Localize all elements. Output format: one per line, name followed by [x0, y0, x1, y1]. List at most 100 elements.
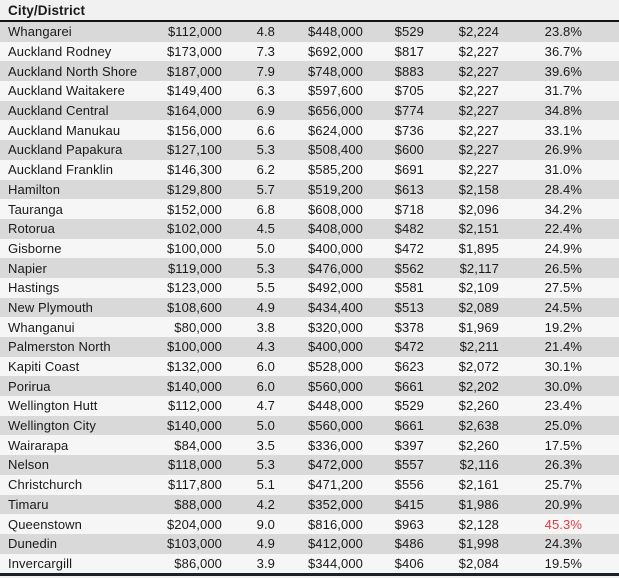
city-cell: Kapiti Coast [8, 359, 80, 375]
table-row: Christchurch $117,800 5.1 $471,200 $556 … [0, 474, 619, 495]
value3-cell: $691 [394, 162, 424, 178]
value1-cell: $112,000 [167, 398, 222, 414]
value3-cell: $562 [394, 260, 424, 276]
city-cell: Hamilton [8, 181, 61, 197]
value2-cell: $692,000 [307, 44, 363, 60]
value1-cell: $88,000 [174, 496, 222, 512]
value2-cell: $408,000 [307, 221, 363, 237]
table-row: Wellington Hutt $112,000 4.7 $448,000 $5… [0, 396, 619, 416]
rate-cell: 6.9 [256, 103, 275, 119]
value3-cell: $472 [394, 339, 424, 355]
city-cell: Porirua [8, 378, 51, 394]
value3-cell: $817 [394, 44, 424, 60]
percent-cell: 17.5% [544, 437, 582, 453]
table-row: Wairarapa $84,000 3.5 $336,000 $397 $2,2… [0, 435, 619, 456]
value2-cell: $400,000 [307, 240, 363, 256]
value2-cell: $585,200 [307, 162, 363, 178]
table-body: Whangarei $112,000 4.8 $448,000 $529 $2,… [0, 22, 619, 574]
value1-cell: $118,000 [167, 457, 222, 473]
percent-cell: 26.3% [544, 457, 582, 473]
rate-cell: 7.3 [256, 44, 275, 60]
value3-cell: $529 [394, 398, 424, 414]
value1-cell: $102,000 [166, 221, 222, 237]
value4-cell: $1,986 [458, 496, 499, 512]
value3-cell: $613 [394, 181, 424, 197]
table-row: Auckland Manukau $156,000 6.6 $624,000 $… [0, 120, 619, 141]
value2-cell: $448,000 [307, 24, 363, 40]
table-header-row: City/District [0, 0, 619, 22]
rate-cell: 3.9 [256, 555, 275, 571]
percent-cell: 26.5% [544, 260, 582, 276]
value3-cell: $581 [394, 280, 424, 296]
value3-cell: $661 [394, 378, 424, 394]
value2-cell: $476,000 [307, 260, 363, 276]
value4-cell: $2,227 [458, 103, 499, 119]
city-cell: Tauranga [8, 201, 64, 217]
table-row: Rotorua $102,000 4.5 $408,000 $482 $2,15… [0, 218, 619, 239]
value3-cell: $623 [394, 359, 424, 375]
percent-cell: 33.1% [544, 122, 582, 138]
city-cell: Whanganui [8, 319, 75, 335]
value4-cell: $2,117 [459, 260, 499, 276]
city-cell: Auckland Central [8, 103, 109, 119]
rate-cell: 6.0 [256, 359, 275, 375]
value3-cell: $472 [394, 240, 424, 256]
value2-cell: $472,000 [307, 457, 363, 473]
value4-cell: $2,224 [458, 24, 499, 40]
rate-cell: 4.5 [256, 221, 275, 237]
value1-cell: $156,000 [166, 122, 222, 138]
rate-cell: 6.3 [256, 83, 275, 99]
percent-cell: 22.4% [544, 221, 582, 237]
city-cell: Wellington Hutt [8, 398, 98, 414]
city-cell: Wellington City [8, 418, 96, 434]
value3-cell: $661 [394, 418, 424, 434]
city-cell: Timaru [8, 496, 49, 512]
value4-cell: $1,895 [458, 240, 499, 256]
value1-cell: $140,000 [166, 378, 222, 394]
rate-cell: 6.2 [256, 162, 275, 178]
value2-cell: $748,000 [307, 63, 363, 79]
value1-cell: $204,000 [166, 516, 222, 532]
value2-cell: $492,000 [307, 280, 363, 296]
value4-cell: $2,128 [458, 516, 499, 532]
table-row: Hamilton $129,800 5.7 $519,200 $613 $2,1… [0, 179, 619, 200]
rate-cell: 5.0 [256, 240, 275, 256]
percent-cell: 30.1% [544, 359, 582, 375]
value3-cell: $486 [394, 536, 424, 552]
value1-cell: $152,000 [166, 201, 222, 217]
value3-cell: $705 [394, 83, 424, 99]
value2-cell: $816,000 [307, 516, 363, 532]
table-row: Invercargill $86,000 3.9 $344,000 $406 $… [0, 553, 619, 574]
value4-cell: $2,161 [458, 477, 499, 493]
value3-cell: $482 [394, 221, 424, 237]
value3-cell: $513 [394, 299, 424, 315]
rate-cell: 6.6 [256, 122, 275, 138]
percent-cell: 25.0% [544, 418, 582, 434]
value2-cell: $519,200 [307, 181, 363, 197]
table-row: Gisborne $100,000 5.0 $400,000 $472 $1,8… [0, 238, 619, 259]
table-row: Queenstown $204,000 9.0 $816,000 $963 $2… [0, 514, 619, 534]
table-row: Auckland Waitakere $149,400 6.3 $597,600… [0, 81, 619, 101]
city-cell: Dunedin [8, 536, 58, 552]
table-row: Whangarei $112,000 4.8 $448,000 $529 $2,… [0, 22, 619, 42]
value1-cell: $149,400 [166, 83, 222, 99]
value1-cell: $80,000 [174, 319, 222, 335]
value4-cell: $2,116 [459, 457, 499, 473]
value1-cell: $100,000 [166, 339, 222, 355]
rate-cell: 4.9 [256, 299, 275, 315]
rate-cell: 9.0 [256, 516, 275, 532]
table-row: Palmerston North $100,000 4.3 $400,000 $… [0, 337, 619, 357]
table-row: Nelson $118,000 5.3 $472,000 $557 $2,116… [0, 455, 619, 475]
value4-cell: $2,227 [458, 83, 499, 99]
city-district-column-header: City/District [8, 2, 86, 18]
rate-cell: 6.0 [256, 378, 275, 394]
percent-cell: 34.2% [544, 201, 582, 217]
value2-cell: $528,000 [307, 359, 363, 375]
city-cell: Auckland Manukau [8, 122, 121, 138]
value3-cell: $397 [394, 437, 424, 453]
rate-cell: 3.8 [256, 319, 275, 335]
value4-cell: $2,260 [458, 398, 499, 414]
city-cell: Auckland Waitakere [8, 83, 125, 99]
value4-cell: $2,260 [458, 437, 499, 453]
percent-cell: 25.7% [544, 477, 582, 493]
